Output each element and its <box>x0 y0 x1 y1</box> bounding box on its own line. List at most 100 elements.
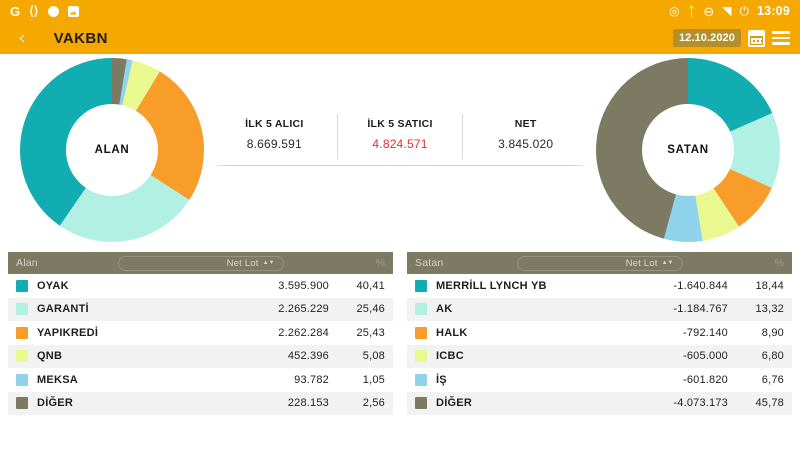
buy-row-pct: 5,08 <box>362 350 385 363</box>
page-title: VAKBN <box>53 29 108 47</box>
color-swatch-icon <box>415 326 427 339</box>
battery-icon: ⏻ <box>739 4 750 18</box>
sell-sort-netlot-button[interactable]: Net Lot ▲▼ <box>516 255 683 271</box>
color-swatch-icon <box>415 350 427 363</box>
sell-donut-slice[interactable] <box>729 113 780 188</box>
code-brackets-icon: ⟨⟩ <box>29 4 39 18</box>
date-chip[interactable]: 12.10.2020 <box>672 29 741 47</box>
stat-ilk5-alici: İLK 5 ALICI 8.669.591 <box>212 114 337 159</box>
buy-row-name: MEKSA <box>37 373 78 386</box>
buy-donut-slice[interactable] <box>59 174 190 243</box>
back-button[interactable]: ‹ <box>18 26 26 49</box>
app-bar: ‹ VAKBN 12.10.2020 <box>0 22 800 54</box>
buy-row-name: YAPIKREDİ <box>37 326 99 339</box>
buy-table-header: Alan Net Lot ▲▼ % <box>8 252 393 274</box>
table-row[interactable]: ICBC -605.000 6,80 <box>407 344 792 368</box>
stat-label: İLK 5 ALICI <box>245 118 304 130</box>
buy-donut-svg <box>19 58 205 243</box>
buy-row-netlot: 93.782 <box>294 373 329 386</box>
stat-label: NET <box>514 118 537 130</box>
table-row[interactable]: OYAK 3.595.900 40,41 <box>8 274 393 298</box>
sell-row-netlot: -792.140 <box>682 326 728 339</box>
stat-value: 4.824.571 <box>372 137 428 151</box>
stat-ilk5-satici: İLK 5 SATICI 4.824.571 <box>336 114 463 159</box>
buy-table-body: OYAK 3.595.900 40,41 GARANTİ 2.265.229 25,46 Y… <box>8 274 393 415</box>
status-bar: G ⟨⟩ ◎ ᛏ ⊖ ◥ ⏻ 13:09 <box>0 0 800 22</box>
calendar-icon[interactable] <box>748 29 765 47</box>
tables-row: Alan Net Lot ▲▼ % OYAK 3.595.900 40,41 GARA… <box>0 252 800 415</box>
sell-row-netlot: -601.820 <box>682 373 728 386</box>
color-swatch-icon <box>16 279 28 292</box>
buy-donut-slice[interactable] <box>112 58 127 105</box>
sell-row-netlot: -1.184.767 <box>673 303 728 316</box>
sell-row-name: MERRİLL LYNCH YB <box>436 279 547 292</box>
color-swatch-icon <box>16 373 28 386</box>
sell-table: Satan Net Lot ▲▼ % MERRİLL LYNCH YB -1.64… <box>407 252 792 415</box>
sell-row-pct: 18,44 <box>755 279 784 292</box>
buy-table-header-name: Alan <box>16 257 38 269</box>
buy-donut-slice[interactable] <box>19 58 112 226</box>
sell-row-netlot: -4.073.173 <box>673 397 728 410</box>
do-not-disturb-icon: ⊖ <box>703 3 715 19</box>
sell-row-netlot: -1.640.844 <box>673 279 728 292</box>
buy-row-pct: 2,56 <box>362 397 385 410</box>
stat-value: 8.669.591 <box>246 137 302 151</box>
table-row[interactable]: YAPIKREDİ 2.262.284 25,43 <box>8 321 393 345</box>
sell-donut-slice[interactable] <box>688 58 773 132</box>
stats-divider <box>212 165 588 166</box>
buy-row-name: OYAK <box>37 279 69 292</box>
sell-table-header-pct: % <box>774 257 784 269</box>
buy-donut-slice[interactable] <box>122 60 160 111</box>
color-swatch-icon <box>415 397 427 410</box>
table-row[interactable]: HALK -792.140 8,90 <box>407 321 792 345</box>
circle-icon <box>47 5 59 17</box>
buy-donut-chart: ALAN <box>18 56 206 244</box>
table-row[interactable]: AK -1.184.767 13,32 <box>407 297 792 321</box>
buy-row-pct: 1,05 <box>362 373 385 386</box>
buy-donut-slice[interactable] <box>119 59 133 106</box>
charts-row: ALAN İLK 5 ALICI 8.669.591 İLK 5 SATICI … <box>0 54 800 246</box>
status-bar-right-icons: ◎ ᛏ ⊖ ◥ ⏻ 13:09 <box>669 4 790 18</box>
sort-updown-icon: ▲▼ <box>661 260 674 266</box>
sell-row-name: HALK <box>436 326 468 339</box>
buy-row-netlot: 2.265.229 <box>278 303 329 316</box>
sell-donut-svg <box>596 58 780 242</box>
stat-net: NET 3.845.020 <box>462 114 588 159</box>
sell-row-pct: 45,78 <box>755 397 784 410</box>
table-row[interactable]: İŞ -601.820 6,76 <box>407 368 792 392</box>
sell-row-pct: 8,90 <box>761 326 784 339</box>
sell-donut-slice[interactable] <box>596 58 688 239</box>
sell-table-header-name: Satan <box>415 257 444 269</box>
buy-row-name: GARANTİ <box>37 303 89 316</box>
sell-donut-slice[interactable] <box>713 168 772 227</box>
buy-donut-slice[interactable] <box>135 71 205 200</box>
color-swatch-icon <box>415 373 427 386</box>
buy-row-name: DİĞER <box>37 397 74 410</box>
buy-sort-netlot-button[interactable]: Net Lot ▲▼ <box>117 255 284 271</box>
sell-donut-slice[interactable] <box>663 194 703 242</box>
sell-row-pct: 6,76 <box>761 373 784 386</box>
buy-row-netlot: 2.262.284 <box>278 326 329 339</box>
table-row[interactable]: QNB 452.396 5,08 <box>8 344 393 368</box>
status-bar-clock: 13:09 <box>757 4 790 18</box>
sell-table-header: Satan Net Lot ▲▼ % <box>407 252 792 274</box>
color-swatch-icon <box>16 397 28 410</box>
color-swatch-icon <box>415 303 427 316</box>
sell-table-body: MERRİLL LYNCH YB -1.640.844 18,44 AK -1.184.… <box>407 274 792 415</box>
color-swatch-icon <box>16 326 28 339</box>
sell-donut-slices <box>596 58 780 242</box>
sell-row-name: DİĞER <box>436 397 473 410</box>
sell-sort-label: Net Lot <box>625 257 658 269</box>
buy-donut-slices <box>19 58 205 243</box>
table-row[interactable]: MEKSA 93.782 1,05 <box>8 368 393 392</box>
table-row[interactable]: GARANTİ 2.265.229 25,46 <box>8 297 393 321</box>
table-row[interactable]: DİĞER -4.073.173 45,78 <box>407 391 792 415</box>
status-bar-left-icons: G ⟨⟩ <box>10 5 79 18</box>
table-row[interactable]: DİĞER 228.153 2,56 <box>8 391 393 415</box>
sell-donut-slice[interactable] <box>695 188 739 241</box>
hamburger-menu-icon[interactable] <box>772 31 790 45</box>
table-row[interactable]: MERRİLL LYNCH YB -1.640.844 18,44 <box>407 274 792 298</box>
buy-row-netlot: 452.396 <box>287 350 329 363</box>
sell-row-name: İŞ <box>436 373 447 386</box>
